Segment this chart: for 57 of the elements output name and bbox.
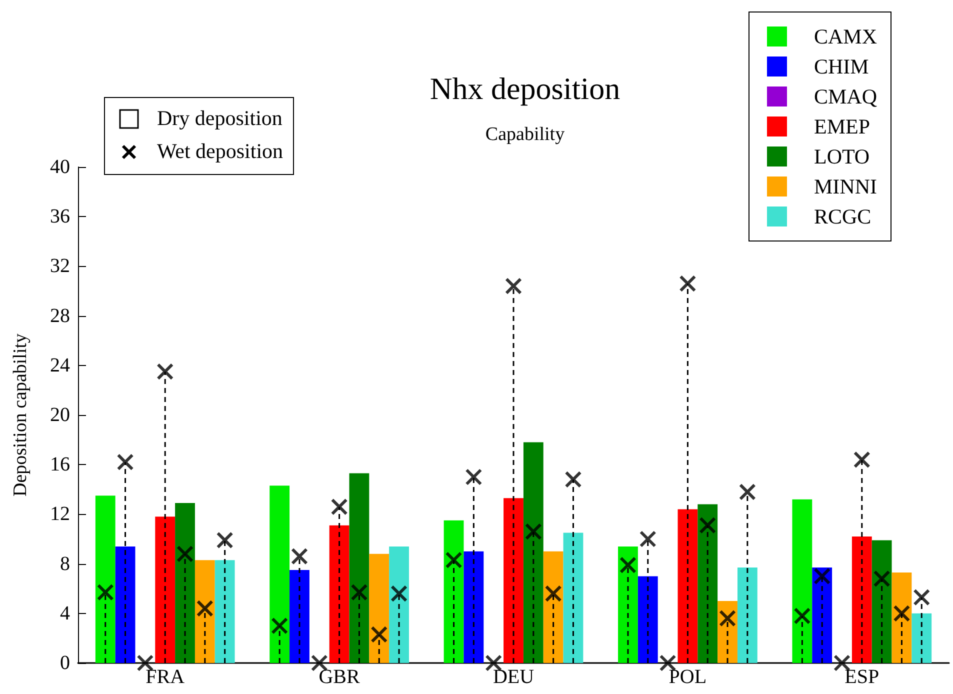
- bar: [812, 568, 832, 663]
- bar: [872, 540, 892, 663]
- legend-label: EMEP: [814, 114, 870, 138]
- bar: [792, 499, 812, 663]
- bar: [464, 551, 484, 663]
- bar: [852, 536, 872, 663]
- bar: [155, 516, 176, 663]
- x-tick-label: GBR: [318, 666, 361, 688]
- bar: [369, 554, 390, 663]
- bar: [638, 576, 658, 663]
- bar: [175, 503, 195, 663]
- y-tick-label: 24: [50, 354, 70, 376]
- bar: [270, 486, 290, 663]
- bar: [563, 532, 584, 663]
- x-tick-label: POL: [668, 666, 707, 688]
- y-tick-label: 28: [50, 304, 70, 327]
- x-tick-label: ESP: [844, 666, 880, 688]
- legend-label: CMAQ: [814, 84, 878, 108]
- chart-subtitle: Capability: [485, 124, 566, 145]
- x-tick-label: FRA: [146, 666, 186, 688]
- bar: [290, 570, 310, 663]
- legend-label: MINNI: [814, 174, 877, 198]
- bar: [389, 546, 409, 663]
- bar: [115, 546, 136, 663]
- y-axis-title: Deposition capability: [10, 332, 31, 497]
- bar: [194, 560, 215, 663]
- legend-label: RCGC: [814, 204, 872, 228]
- y-tick-label: 16: [50, 454, 70, 476]
- legend-label: LOTO: [814, 144, 870, 168]
- bar: [892, 572, 912, 663]
- bar: [523, 442, 544, 663]
- y-tick-label: 8: [60, 552, 70, 575]
- y-tick-label: 4: [60, 602, 70, 624]
- bar: [214, 560, 235, 663]
- chart-title: Nhx deposition: [430, 71, 621, 106]
- bar: [678, 509, 698, 663]
- y-tick-label: 0: [60, 652, 70, 674]
- text: Dry deposition: [157, 105, 282, 132]
- y-tick-label: 40: [50, 156, 70, 178]
- bar: [504, 498, 524, 663]
- bar: [329, 525, 350, 663]
- legend-label: CHIM: [814, 54, 870, 78]
- y-tick-label: 20: [50, 404, 70, 426]
- y-tick-label: 12: [50, 503, 70, 526]
- y-tick-label: 36: [50, 206, 70, 228]
- x-tick-label: DEU: [492, 666, 535, 688]
- bar: [349, 473, 370, 663]
- bar: [95, 496, 116, 663]
- legend-label: CAMX: [814, 24, 878, 48]
- y-tick-label: 32: [50, 255, 70, 278]
- bar: [698, 504, 718, 663]
- bar: [618, 546, 638, 663]
- text: Wet deposition: [157, 138, 284, 165]
- bar: [737, 568, 758, 663]
- bar: [543, 551, 564, 663]
- bar: [912, 613, 932, 663]
- bar: [444, 520, 464, 663]
